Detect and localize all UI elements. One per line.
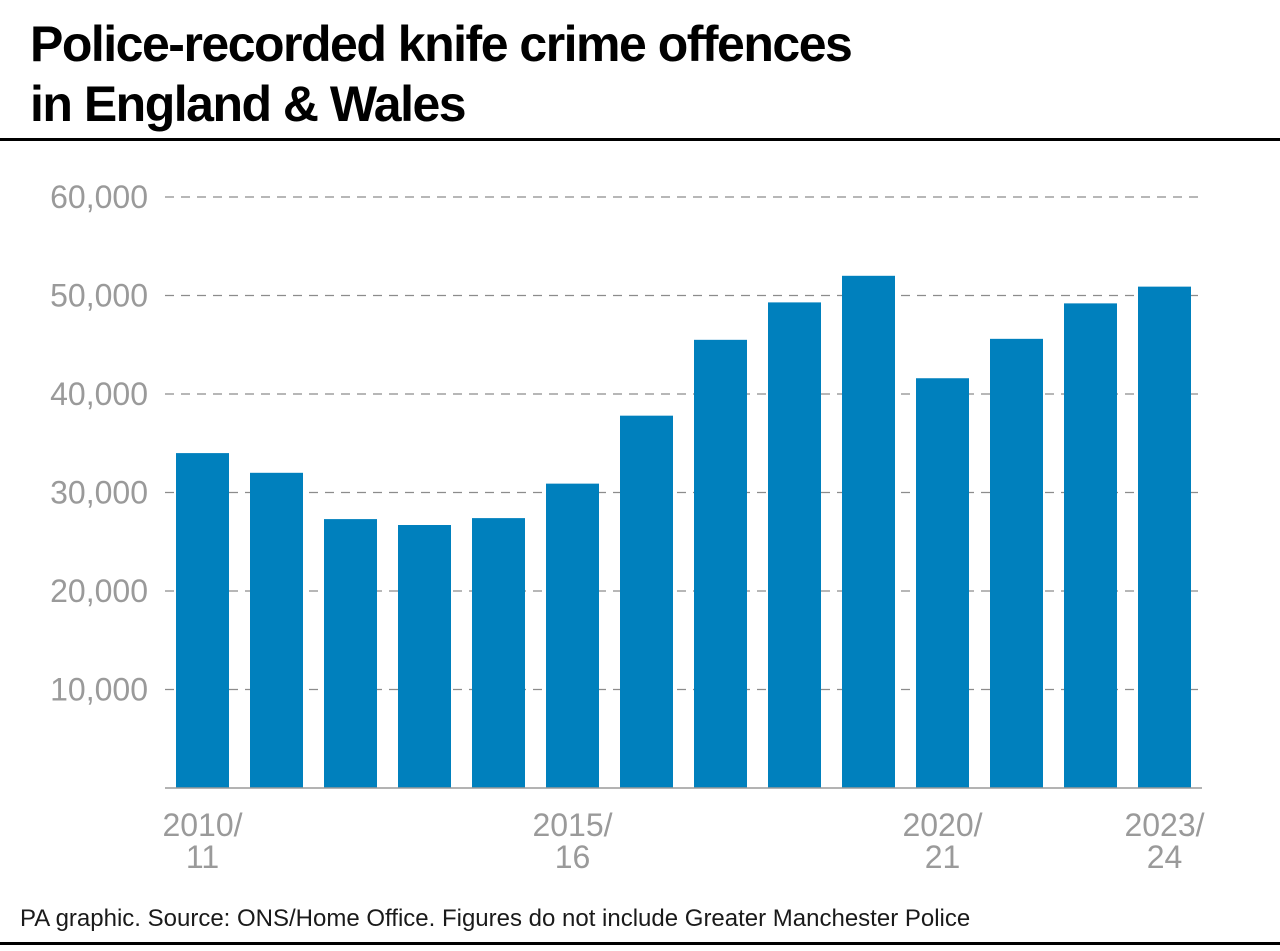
chart-title: Police-recorded knife crime offences in … [30,14,1250,134]
x-tick-label: 2020/21 [902,807,982,875]
source-note: PA graphic. Source: ONS/Home Office. Fig… [20,905,971,932]
bar [398,525,451,788]
y-axis-tick-labels: 10,000 20,000 30,000 40,000 50,000 60,000 [50,179,148,708]
x-tick-label: 2015/16 [532,807,612,875]
bar [842,275,895,788]
y-tick-label: 10,000 [50,672,148,708]
gridlines [165,196,1202,691]
y-tick-label: 50,000 [50,278,148,314]
bar [694,339,747,788]
y-tick-label: 20,000 [50,573,148,609]
bar [1138,286,1191,788]
footer-divider [0,942,1280,945]
bar [546,483,599,788]
bar [472,518,525,788]
x-tick-label: 2010/11 [162,807,242,875]
bar [1064,303,1117,788]
bar [916,378,969,788]
bar [990,338,1043,788]
chart-title-line-2: in England & Wales [30,76,467,132]
bar [176,453,229,788]
bar [620,415,673,788]
bar [768,302,821,788]
y-tick-label: 40,000 [50,376,148,412]
x-axis-tick-labels: 2010/11 2015/16 2020/21 2023/24 [162,807,1204,875]
bar [324,519,377,788]
chart-title-line-1: Police-recorded knife crime offences [30,16,853,72]
x-tick-label: 2023/24 [1124,807,1204,875]
bars [176,275,1191,788]
bar [250,472,303,788]
y-tick-label: 60,000 [50,179,148,215]
y-tick-label: 30,000 [50,475,148,511]
bar-chart: 10,000 20,000 30,000 40,000 50,000 60,000 201… [50,179,1205,875]
title-divider [0,138,1280,141]
